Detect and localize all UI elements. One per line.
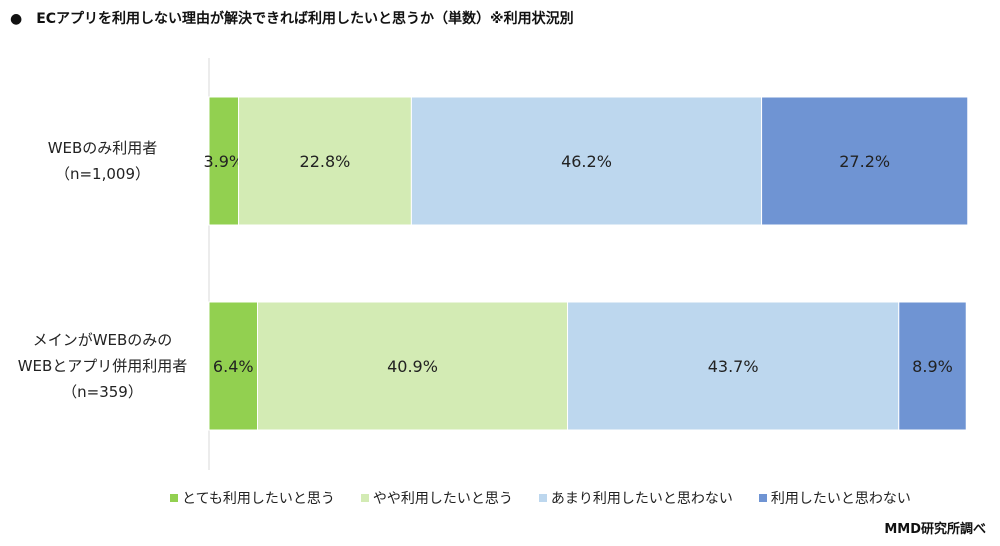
bar-segment bbox=[238, 96, 412, 226]
legend: とても利用したいと思う やや利用したいと思う あまり利用したいと思わない 利用したいと… bbox=[170, 488, 911, 508]
data-label: 22.8% bbox=[300, 152, 351, 171]
data-label: 40.9% bbox=[387, 357, 438, 376]
bar-segment bbox=[208, 301, 259, 431]
bar-segment bbox=[567, 301, 900, 431]
legend-swatch bbox=[758, 494, 767, 502]
category-label-line: メインがWEBのみの bbox=[32, 331, 173, 349]
category-label-line: WEBのみ利用者 bbox=[47, 139, 158, 157]
legend-item: あまり利用したいと思わない bbox=[538, 488, 733, 508]
data-label: 46.2% bbox=[561, 152, 612, 171]
category-label-line: WEBとアプリ併用利用者 bbox=[17, 357, 188, 375]
data-label: 6.4% bbox=[213, 357, 254, 376]
source-note: MMD研究所調べ bbox=[884, 522, 986, 537]
data-label: 43.7% bbox=[708, 357, 759, 376]
legend-swatch bbox=[538, 494, 547, 502]
legend-swatch bbox=[170, 494, 178, 502]
bar-segment bbox=[257, 301, 569, 431]
legend-item: やや利用したいと思う bbox=[360, 488, 513, 508]
legend-label: 利用したいと思わない bbox=[770, 491, 911, 507]
data-label: 27.2% bbox=[839, 152, 890, 171]
category-label: メインがWEBのみの WEBとアプリ併用利用者 （n=359） bbox=[0, 327, 205, 405]
legend-item: とても利用したいと思う bbox=[170, 488, 335, 508]
bar-segment bbox=[410, 96, 763, 226]
category-label-line: （n=1,009） bbox=[54, 165, 151, 183]
bar-segment bbox=[761, 96, 969, 226]
legend-swatch bbox=[360, 494, 369, 502]
data-label: 8.9% bbox=[912, 357, 953, 376]
legend-label: やや利用したいと思う bbox=[372, 491, 513, 507]
category-label-line: （n=359） bbox=[62, 383, 143, 401]
chart-title: ● ECアプリを利用しない理由が解決できれば利用したいと思うか（単数）※利用状況… bbox=[10, 11, 574, 27]
bar-segment bbox=[208, 96, 240, 226]
legend-label: あまり利用したいと思わない bbox=[550, 491, 733, 507]
category-label: WEBのみ利用者 （n=1,009） bbox=[0, 135, 205, 187]
legend-label: とても利用したいと思う bbox=[182, 491, 335, 507]
data-label: 3.9% bbox=[203, 152, 244, 171]
legend-item: 利用したいと思わない bbox=[758, 488, 911, 508]
bar-segment bbox=[898, 301, 967, 431]
